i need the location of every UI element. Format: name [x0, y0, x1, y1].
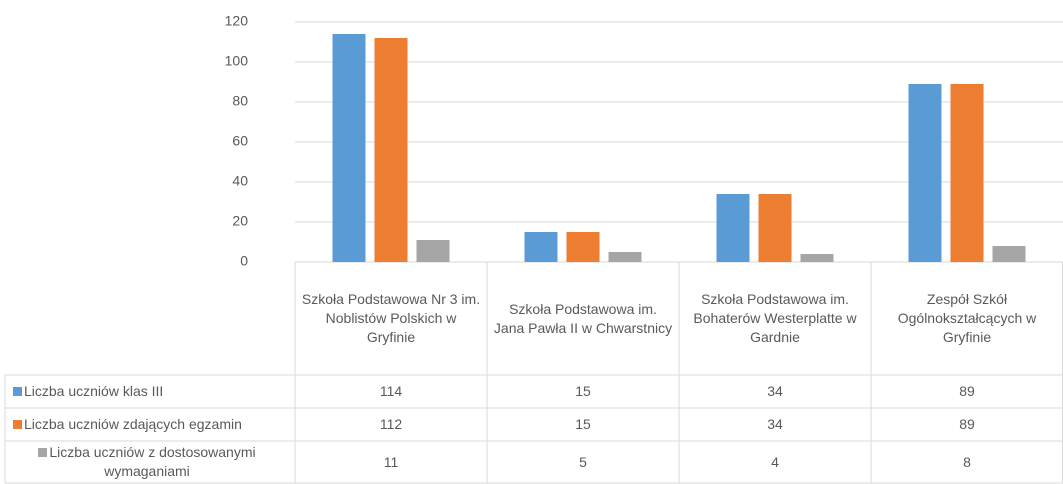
legend-label: Liczba uczniów z dostosowanymi wymagania…: [49, 444, 256, 479]
bar: [716, 194, 750, 262]
y-tick-label: 80: [232, 93, 248, 109]
table-value: 89: [959, 416, 975, 432]
y-tick-label: 100: [225, 53, 249, 69]
bar: [416, 240, 450, 262]
bar: [374, 38, 408, 262]
legend-swatch: [13, 387, 22, 396]
bar: [992, 246, 1026, 262]
table-value: 8: [963, 453, 971, 470]
legend-label: Liczba uczniów zdających egzamin: [24, 416, 242, 432]
legend-swatch: [38, 448, 48, 457]
bar: [608, 252, 642, 262]
table-value: 34: [767, 416, 783, 432]
table-value: 89: [959, 383, 975, 399]
bar: [332, 34, 366, 262]
category-label: Szkoła Podstawowa Nr 3 im. Noblistów Pol…: [301, 291, 481, 345]
bar: [758, 194, 792, 262]
bar: [950, 84, 984, 262]
category-label: Szkoła Podstawowa im. Bohaterów Westerpl…: [693, 291, 857, 345]
bar: [524, 232, 558, 262]
table-value: 114: [379, 383, 403, 399]
y-tick-label: 40: [232, 173, 248, 189]
legend-text: Liczba uczniów klas III: [13, 382, 163, 401]
legend-entry: Liczba uczniów zdających egzamin: [5, 408, 295, 441]
legend-entry: Liczba uczniów z dostosowanymi wymagania…: [5, 441, 295, 483]
table-value: 15: [575, 383, 591, 399]
table-value: 11: [383, 453, 399, 470]
table-value: 4: [771, 453, 779, 470]
y-tick-label: 20: [232, 213, 248, 229]
y-tick-label: 0: [240, 253, 248, 269]
legend-text: Liczba uczniów zdających egzamin: [13, 415, 242, 434]
category-label: Zespół Szkół Ogólnokształcących w Gryfin…: [897, 291, 1037, 345]
legend-label: Liczba uczniów klas III: [24, 383, 164, 399]
bar: [800, 254, 834, 262]
y-tick-label: 120: [225, 13, 249, 29]
table-value: 112: [379, 416, 403, 432]
table-value: 34: [767, 383, 783, 399]
bar: [908, 84, 942, 262]
legend-swatch: [13, 420, 22, 429]
legend-text: Liczba uczniów z dostosowanymi wymagania…: [5, 443, 289, 481]
table-value: 15: [575, 416, 591, 432]
y-tick-label: 60: [232, 133, 248, 149]
category-label: Szkoła Podstawowa im. Jana Pawła II w Ch…: [493, 300, 673, 336]
legend-entry: Liczba uczniów klas III: [5, 375, 295, 408]
table-value: 5: [579, 453, 587, 470]
bar: [566, 232, 600, 262]
